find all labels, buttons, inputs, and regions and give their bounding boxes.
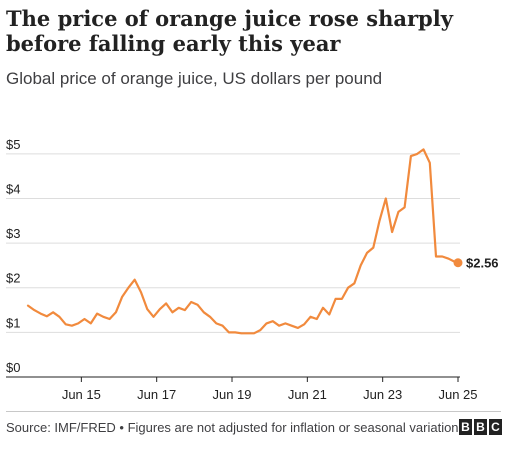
chart-subtitle: Global price of orange juice, US dollars… bbox=[6, 69, 383, 88]
x-tick-label: Jun 19 bbox=[212, 387, 251, 402]
x-tick-label: Jun 25 bbox=[438, 387, 477, 402]
last-value-point bbox=[453, 258, 463, 268]
bbc-logo-letter: C bbox=[489, 419, 502, 435]
y-tick-label: $4 bbox=[6, 181, 20, 196]
x-tick-label: Jun 23 bbox=[363, 387, 402, 402]
gridlines bbox=[6, 153, 460, 333]
last-value-label: $2.56 bbox=[466, 256, 499, 271]
x-tick-label: Jun 21 bbox=[288, 387, 327, 402]
chart-title: The price of orange juice rose sharply b… bbox=[6, 6, 453, 56]
y-tick-label: $2 bbox=[6, 271, 20, 286]
footer-divider bbox=[6, 411, 501, 412]
bbc-logo-letter: B bbox=[474, 419, 487, 435]
y-tick-label: $1 bbox=[6, 315, 20, 330]
last-value-marker: $2.56 bbox=[453, 256, 499, 271]
series-line bbox=[26, 148, 460, 335]
bbc-logo: B B C bbox=[459, 419, 502, 435]
x-tick-label: Jun 15 bbox=[62, 387, 101, 402]
y-tick-label: $0 bbox=[6, 360, 20, 375]
bbc-logo-letter: B bbox=[459, 419, 472, 435]
y-tick-label: $3 bbox=[6, 226, 20, 241]
y-tick-label: $5 bbox=[6, 137, 20, 152]
series-lines bbox=[26, 148, 460, 335]
x-tick-label: Jun 17 bbox=[137, 387, 176, 402]
y-axis-tick-labels: $0 $1 $2 $3 $4 $5 bbox=[6, 137, 20, 375]
source-note: Source: IMF/FRED • Figures are not adjus… bbox=[6, 420, 459, 435]
x-axis: Jun 15 Jun 17 Jun 19 Jun 21 Jun 23 Jun 25 bbox=[6, 376, 478, 402]
